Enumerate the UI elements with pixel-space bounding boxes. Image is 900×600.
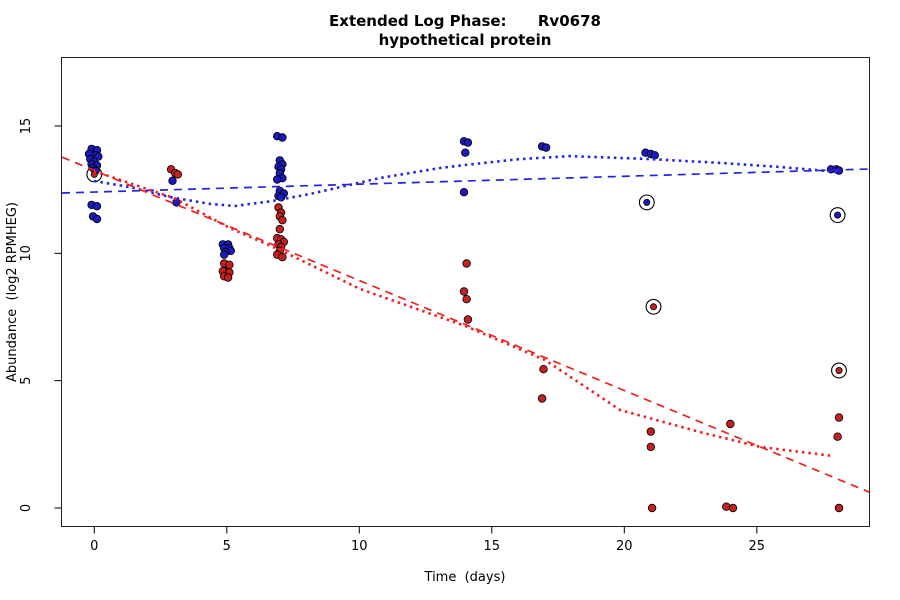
red-linear-fit-line	[61, 156, 870, 493]
data-point	[728, 503, 738, 513]
data-point	[92, 201, 102, 211]
blue-smooth-fit-line	[93, 154, 841, 208]
x-axis: 0 5 10 15 20 25	[90, 526, 766, 554]
data-point	[223, 273, 233, 282]
y-tick-label: 15	[19, 118, 34, 135]
data-point	[461, 148, 470, 157]
x-tick-label: 5	[223, 539, 231, 554]
blue-linear-fit-line	[61, 168, 870, 194]
data-point	[92, 214, 102, 224]
plot-box	[61, 57, 870, 527]
data-point	[463, 315, 473, 324]
fit-lines	[61, 154, 870, 493]
data-point	[275, 224, 284, 234]
data-point	[646, 442, 655, 452]
data-point	[463, 138, 473, 147]
outlier-circle-icon	[645, 298, 662, 315]
data-point	[462, 259, 471, 268]
data-point	[278, 253, 287, 262]
data-point	[537, 394, 547, 403]
data-point	[273, 175, 282, 184]
data-point	[643, 198, 651, 206]
data-point	[646, 427, 655, 436]
data-point	[219, 250, 229, 259]
data-point	[650, 151, 659, 160]
outlier-circle-icon	[638, 194, 655, 211]
x-tick-label: 15	[484, 539, 501, 554]
data-point	[278, 215, 287, 225]
y-tick-label: 5	[19, 377, 34, 385]
data-point	[833, 432, 842, 441]
red-smooth-fit-line	[93, 169, 834, 458]
y-tick-label: 10	[19, 245, 34, 262]
data-point	[835, 366, 843, 374]
data-point	[225, 260, 234, 269]
data-point	[647, 503, 657, 513]
series-red	[166, 165, 844, 513]
data-point	[276, 193, 286, 202]
y-axis-label: Abundance (log2 RPMHEG)	[5, 202, 20, 382]
outlier-circle-icon	[831, 362, 847, 379]
data-point	[459, 287, 469, 296]
data-point	[539, 365, 548, 374]
chart-subtitle: hypothetical protein	[379, 31, 552, 49]
data-point	[459, 187, 469, 197]
data-point	[834, 413, 844, 422]
x-tick-label: 25	[749, 539, 766, 554]
x-axis-label: Time (days)	[424, 570, 506, 585]
data-point	[650, 303, 658, 311]
data-point	[278, 133, 287, 142]
data-point	[834, 503, 844, 513]
data-point	[168, 176, 177, 185]
x-tick-label: 20	[616, 539, 633, 554]
data-point	[834, 211, 842, 219]
series-blue	[84, 131, 844, 276]
data-point	[541, 143, 551, 152]
chart-title: Extended Log Phase: Rv0678	[329, 12, 601, 30]
outlier-circle-icon	[829, 207, 846, 224]
x-tick-label: 0	[90, 539, 98, 554]
scatter-points	[84, 131, 844, 513]
data-point	[722, 502, 731, 511]
data-point	[173, 170, 182, 179]
outlier-markers	[86, 166, 847, 379]
y-axis: 0 5 10 15	[19, 118, 62, 512]
data-point	[462, 295, 471, 304]
x-tick-label: 10	[351, 539, 368, 554]
y-tick-label: 0	[19, 504, 34, 512]
data-point	[726, 419, 735, 429]
